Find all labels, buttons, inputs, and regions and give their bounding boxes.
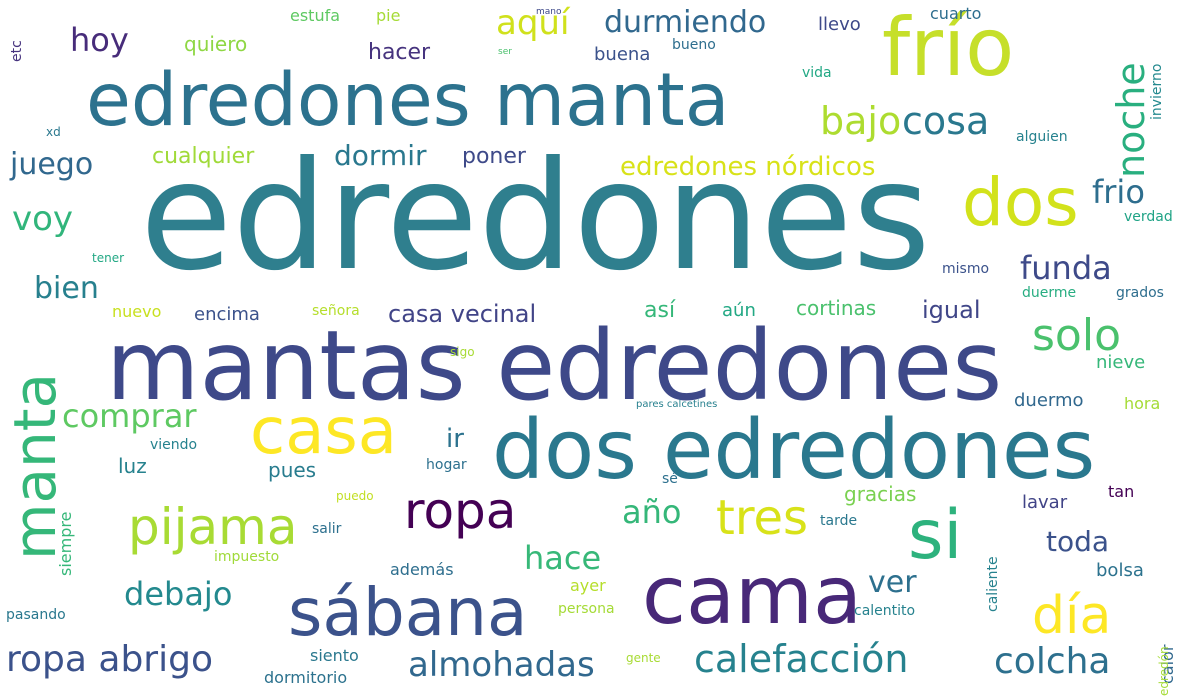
word-invierno-vertical: invierno bbox=[1149, 63, 1165, 121]
word-sigo: sigo bbox=[450, 345, 475, 359]
word-xd: xd bbox=[46, 125, 61, 139]
word-etc-vertical: etc bbox=[9, 40, 25, 62]
word-aqui: aquí bbox=[496, 3, 570, 43]
word-viendo: viendo bbox=[150, 437, 198, 453]
word-edredon-vertical: edredón bbox=[1157, 646, 1171, 696]
word-dormitorio: dormitorio bbox=[264, 668, 348, 687]
word-senora: señora bbox=[312, 303, 360, 319]
word-persona: persona bbox=[558, 601, 615, 617]
word-funda: funda bbox=[1020, 249, 1112, 287]
word-tener: tener bbox=[92, 251, 125, 265]
word-aun: aún bbox=[722, 300, 756, 321]
word-dos: dos bbox=[962, 164, 1079, 241]
word-calefaccion: calefacción bbox=[694, 637, 909, 681]
word-nieve: nieve bbox=[1096, 352, 1146, 373]
word-salir: salir bbox=[312, 521, 342, 537]
word-pues: pues bbox=[268, 458, 317, 482]
word-durmiendo: durmiendo bbox=[604, 5, 767, 40]
word-ano: año bbox=[622, 493, 682, 531]
word-mantas-edredones: mantas edredones bbox=[106, 310, 1003, 422]
word-ropa-abrigo: ropa abrigo bbox=[6, 639, 213, 680]
word-siento: siento bbox=[310, 646, 359, 665]
word-igual: igual bbox=[922, 296, 981, 324]
word-bien: bien bbox=[34, 271, 99, 306]
word-caliente-vertical: caliente bbox=[985, 556, 1001, 612]
word-hace: hace bbox=[524, 539, 602, 577]
word-duermo: duermo bbox=[1014, 390, 1084, 411]
word-estufa: estufa bbox=[290, 6, 341, 25]
word-se: sé bbox=[662, 471, 678, 487]
word-casa-vecinal: casa vecinal bbox=[388, 300, 537, 328]
word-grados: grados bbox=[1116, 285, 1164, 301]
word-dia: día bbox=[1032, 586, 1112, 646]
word-hoy: hoy bbox=[70, 21, 129, 59]
word-calentito: calentito bbox=[854, 603, 916, 619]
word-verdad: verdad bbox=[1124, 209, 1173, 225]
word-ayer: ayer bbox=[570, 576, 606, 595]
word-luz: luz bbox=[118, 454, 147, 478]
word-juego: juego bbox=[10, 147, 94, 182]
word-nuevo: nuevo bbox=[112, 302, 162, 321]
word-edredones-nordicos: edredones nórdicos bbox=[620, 152, 876, 182]
word-toda: toda bbox=[1046, 525, 1110, 558]
word-hacer: hacer bbox=[368, 40, 431, 65]
word-alguien: alguien bbox=[1016, 129, 1068, 145]
word-pie: pie bbox=[376, 6, 401, 25]
word-comprar: comprar bbox=[62, 397, 197, 435]
word-encima: encima bbox=[194, 304, 260, 325]
word-duerme: duerme bbox=[1022, 285, 1077, 301]
word-hora: hora bbox=[1124, 394, 1161, 413]
word-gracias: gracias bbox=[844, 482, 917, 506]
word-llevo: llevo bbox=[818, 14, 861, 35]
word-bajo: bajo bbox=[820, 99, 902, 143]
word-si: si bbox=[908, 496, 963, 575]
word-cualquier: cualquier bbox=[152, 144, 255, 169]
word-gente: gente bbox=[626, 651, 661, 665]
word-cama: cama bbox=[642, 549, 862, 642]
word-noche-vertical: noche bbox=[1109, 62, 1153, 178]
word-dos-edredones: dos edredones bbox=[492, 403, 1096, 498]
word-pasando: pasando bbox=[6, 607, 66, 623]
word-cuarto: cuarto bbox=[930, 4, 982, 23]
word-casa: casa bbox=[250, 395, 397, 469]
word-frio: frio bbox=[1092, 173, 1145, 211]
word-asi: así bbox=[644, 298, 676, 323]
word-bolsa: bolsa bbox=[1096, 560, 1144, 581]
word-sabana: sábana bbox=[288, 574, 528, 651]
word-dormir: dormir bbox=[334, 139, 427, 172]
word-edredones-manta: edredones manta bbox=[86, 58, 730, 143]
word-ser: ser bbox=[498, 47, 512, 57]
word-almohadas: almohadas bbox=[408, 645, 595, 685]
word-mismo: mismo bbox=[942, 261, 990, 277]
word-tan: tan bbox=[1108, 482, 1135, 501]
word-poner: poner bbox=[462, 144, 526, 169]
word-lavar: lavar bbox=[1022, 492, 1068, 513]
word-ademas: además bbox=[390, 560, 454, 579]
word-cosa: cosa bbox=[902, 99, 990, 143]
word-cortinas: cortinas bbox=[796, 296, 877, 320]
word-pijama: pijama bbox=[128, 498, 298, 556]
word-colcha: colcha bbox=[994, 641, 1111, 682]
word-buena: buena bbox=[594, 44, 651, 65]
word-quiero: quiero bbox=[184, 32, 248, 56]
word-bueno: bueno bbox=[672, 37, 716, 53]
word-voy: voy bbox=[12, 199, 74, 239]
word-edredones: edredones bbox=[140, 130, 931, 304]
word-solo: solo bbox=[1032, 310, 1121, 361]
word-ir: ir bbox=[446, 424, 464, 454]
word-impuesto: impuesto bbox=[214, 549, 280, 565]
word-ver: ver bbox=[868, 565, 917, 600]
word-ropa: ropa bbox=[404, 482, 517, 540]
word-pares-calcetines: pares calcetines bbox=[636, 399, 718, 410]
word-puedo: puedo bbox=[336, 489, 374, 503]
word-hogar: hogar bbox=[426, 457, 467, 473]
word-vida: vida bbox=[802, 65, 832, 81]
word-siempre-vertical: siempre bbox=[56, 511, 75, 576]
word-debajo: debajo bbox=[124, 575, 233, 613]
word-frio-accent: frío bbox=[882, 1, 1015, 94]
word-tres: tres bbox=[716, 490, 809, 546]
word-tarde: tarde bbox=[820, 513, 858, 529]
word-mano: mano bbox=[536, 7, 562, 17]
